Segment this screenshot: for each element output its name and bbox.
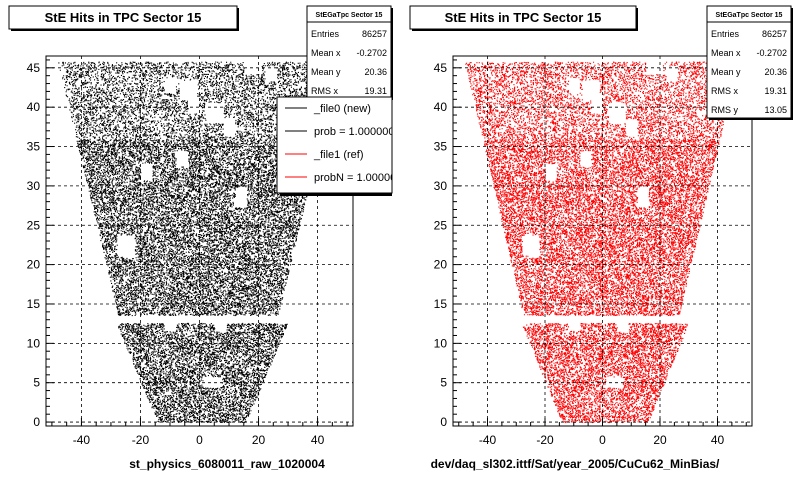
stats-label: Entries — [711, 29, 740, 39]
stats-label: Mean x — [711, 48, 741, 58]
stats-name: StEGaTpc Sector 15 — [316, 12, 383, 19]
y-tick-label: 45 — [27, 61, 41, 75]
y-tick-label: 0 — [33, 415, 40, 429]
title-box — [409, 5, 637, 30]
y-tick-label: 45 — [434, 61, 448, 75]
chart-title: StE Hits in TPC Sector 15 — [445, 10, 602, 25]
x-tick-label: 20 — [252, 433, 266, 447]
legend-label: prob = 1.000000 — [314, 126, 394, 138]
stats-value: 13.05 — [764, 105, 787, 115]
axis-ticks — [453, 59, 747, 426]
axis-ticks — [46, 59, 348, 426]
y-tick-label: 20 — [434, 258, 448, 272]
chart-title: StE Hits in TPC Sector 15 — [45, 10, 202, 25]
title-box — [8, 5, 238, 30]
y-tick-label: 35 — [27, 140, 41, 154]
chart-panel-1: -40 -20 0 20 40 0 5 10 15 20 25 30 35 40 45 st_physics_… — [8, 5, 402, 471]
legend-label: _file1 (ref) — [313, 149, 364, 161]
y-tick-label: 5 — [33, 376, 40, 390]
stats-name: StEGaTpc Sector 15 — [716, 12, 783, 19]
x-tick-label: 0 — [196, 433, 203, 447]
y-tick-label: 35 — [434, 140, 448, 154]
y-tick-label: 40 — [434, 100, 448, 114]
y-tick-label: 10 — [27, 336, 41, 350]
stats-value: -0.2702 — [756, 48, 787, 58]
legend-label: _file0 (new) — [313, 103, 371, 115]
y-tick-label: 30 — [434, 179, 448, 193]
stats-box: StEGaTpc Sector 15 Entries 86257 Mean x -0.2… — [706, 5, 793, 120]
y-tick-label: 40 — [27, 100, 41, 114]
stats-box: StEGaTpc Sector 15 Entries 86257 Mean x -0.2… — [306, 5, 393, 100]
legend: _file0 (new) prob = 1.000000 _file1 (ref) p… — [276, 96, 402, 196]
x-tick-label: 40 — [711, 433, 725, 447]
stats-label: Mean x — [311, 48, 341, 58]
hit-points — [58, 61, 339, 424]
y-tick-label: 25 — [27, 218, 41, 232]
stats-value: 86257 — [362, 29, 387, 39]
stats-value: 86257 — [762, 29, 787, 39]
y-tick-label: 0 — [440, 415, 447, 429]
stats-value: 19.31 — [764, 86, 787, 96]
stats-label: Mean y — [711, 67, 741, 77]
stats-value: 19.31 — [364, 86, 387, 96]
x-tick-label: -20 — [132, 433, 150, 447]
x-tick-label: -40 — [479, 433, 497, 447]
y-tick-label: 30 — [27, 179, 41, 193]
stats-label: RMS y — [711, 105, 739, 115]
y-tick-label: 10 — [434, 336, 448, 350]
stats-value: 20.36 — [764, 67, 787, 77]
x-axis-label: st_physics_6080011_raw_1020004 — [129, 457, 325, 471]
stats-value: -0.2702 — [356, 48, 387, 58]
y-tick-label: 25 — [434, 218, 448, 232]
x-axis-label: dev/daq_sl302.ittf/Sat/year_2005/CuCu62_… — [431, 457, 720, 471]
y-tick-label: 20 — [27, 258, 41, 272]
stats-value: 20.36 — [364, 67, 387, 77]
stats-label: RMS x — [711, 86, 739, 96]
hit-points — [465, 61, 738, 424]
chart-panel-2: -40 -20 0 20 40 0 5 10 15 20 25 30 35 40 45 dev/daq_sl3… — [409, 5, 793, 471]
stats-label: Entries — [311, 29, 340, 39]
x-tick-label: -20 — [536, 433, 554, 447]
stats-label: RMS x — [311, 86, 339, 96]
x-tick-label: 20 — [653, 433, 667, 447]
x-tick-label: -40 — [73, 433, 91, 447]
y-tick-label: 5 — [440, 376, 447, 390]
y-tick-label: 15 — [434, 297, 448, 311]
x-tick-label: 40 — [311, 433, 325, 447]
legend-label: probN = 1.000000 — [314, 172, 402, 184]
stats-label: Mean y — [311, 67, 341, 77]
y-tick-label: 15 — [27, 297, 41, 311]
x-tick-label: 0 — [599, 433, 606, 447]
